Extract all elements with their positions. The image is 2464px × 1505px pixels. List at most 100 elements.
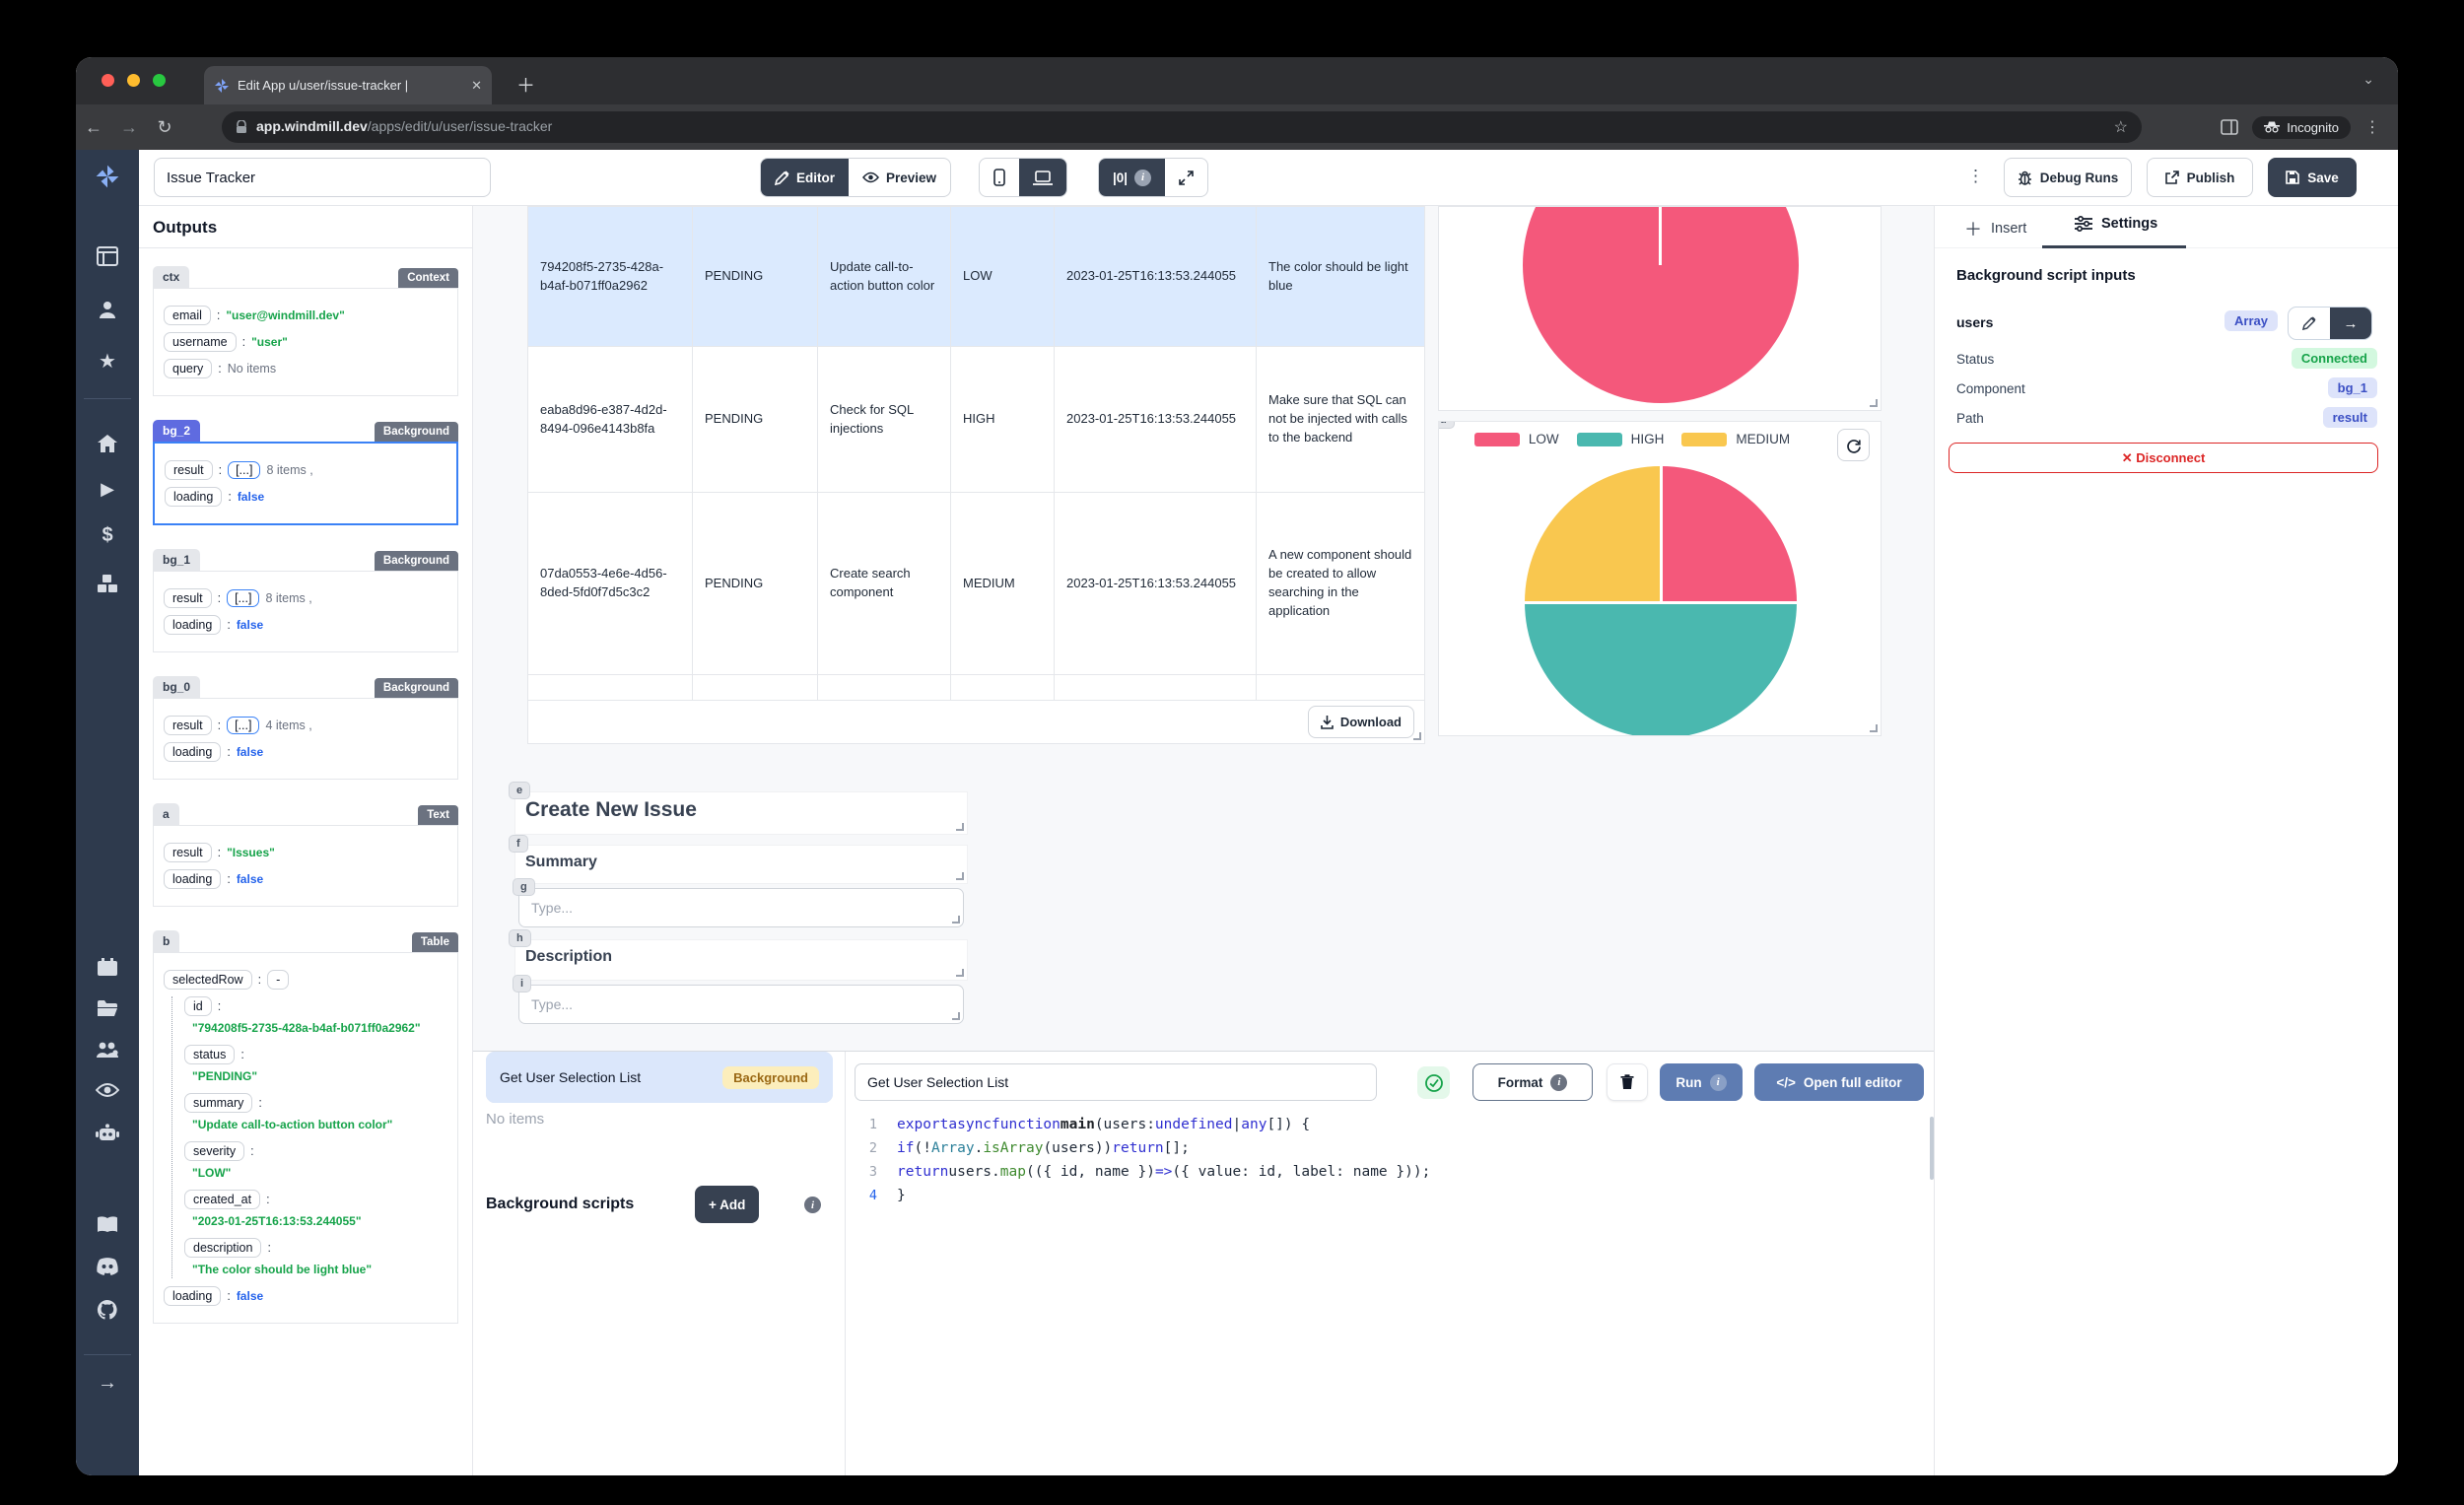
desktop-view-button[interactable] xyxy=(1019,159,1066,196)
component-badge[interactable]: bg_1 xyxy=(2327,377,2377,398)
back-icon[interactable]: ← xyxy=(85,116,103,137)
folders-icon[interactable] xyxy=(97,999,118,1017)
resize-handle[interactable] xyxy=(956,969,964,977)
table-row[interactable]: eaba8d96-e387-4d2d-8494-096e4143b8fa PEND… xyxy=(528,346,1424,492)
user-icon[interactable] xyxy=(98,300,117,319)
output-section-bg1[interactable]: bg_1 Background result: [...] 8 items , loa… xyxy=(153,545,458,652)
resize-handle[interactable] xyxy=(956,823,964,831)
resize-handle[interactable] xyxy=(1870,724,1878,732)
run-button[interactable]: Run i xyxy=(1660,1063,1743,1101)
minimize-window-button[interactable] xyxy=(127,74,140,87)
array-expander[interactable]: [...] xyxy=(227,717,260,734)
description-label: Description xyxy=(525,948,613,965)
tab-search-chevron-icon[interactable]: ⌄ xyxy=(2362,71,2374,87)
code-editor[interactable]: 1 export async function main (users: undef… xyxy=(848,1113,1926,1475)
groups-icon[interactable] xyxy=(96,1041,119,1059)
bookmark-star-icon[interactable]: ☆ xyxy=(2113,119,2128,136)
address-bar[interactable]: app.windmill.dev/apps/edit/u/user/issue-… xyxy=(222,111,2142,143)
forward-icon[interactable]: → xyxy=(120,116,138,137)
preview-tab[interactable]: Preview xyxy=(849,159,950,196)
output-section-b[interactable]: b Table selectedRow: - id: "794208f5-2735-… xyxy=(153,926,458,1324)
runs-play-icon[interactable]: ▶ xyxy=(101,479,114,499)
table-footer: Download xyxy=(528,700,1424,743)
connect-arrow-button[interactable]: → xyxy=(2330,308,2371,339)
workers-robot-icon[interactable] xyxy=(96,1124,119,1142)
heading-component[interactable]: e Create New Issue xyxy=(510,783,968,835)
browser-menu-icon[interactable]: ⋮ xyxy=(2364,119,2380,136)
component-label-f: f xyxy=(510,836,527,852)
script-name-input[interactable]: Get User Selection List xyxy=(855,1063,1377,1101)
output-section-bg2[interactable]: bg_2 Background result: [...] 8 items , loa… xyxy=(153,416,458,525)
github-icon[interactable] xyxy=(97,1299,118,1321)
save-button[interactable]: Save xyxy=(2268,158,2357,197)
schedules-icon[interactable] xyxy=(97,958,118,977)
script-row[interactable]: Get User Selection List Background xyxy=(486,1052,833,1103)
piechart-component-d[interactable]: d LOW HIGH MEDIUM xyxy=(1438,421,1882,736)
favorites-star-icon[interactable]: ★ xyxy=(99,351,116,373)
disconnect-button[interactable]: ✕ Disconnect xyxy=(1949,443,2378,473)
browser-tab[interactable]: Edit App u/user/issue-tracker | ✕ xyxy=(204,66,492,104)
collapse-sidebar-arrow-icon[interactable]: → xyxy=(98,1372,117,1394)
zoom-window-button[interactable] xyxy=(153,74,166,87)
publish-button[interactable]: Publish xyxy=(2147,158,2253,197)
output-section-a[interactable]: a Text result: "Issues" loading: false xyxy=(153,799,458,907)
audit-eye-icon[interactable] xyxy=(96,1082,119,1098)
toolbar-menu-icon[interactable]: ⋮ xyxy=(1967,167,1984,185)
summary-input[interactable]: g Type... xyxy=(513,879,964,927)
table-component[interactable]: 794208f5-2735-428a-b4af-b071ff0a2962 PEND… xyxy=(527,206,1425,744)
section-chip[interactable]: bg_0 xyxy=(153,676,201,698)
resize-handle[interactable] xyxy=(956,872,964,880)
side-panel-icon[interactable] xyxy=(2221,119,2239,135)
new-tab-button[interactable]: ＋ xyxy=(516,76,536,97)
section-chip[interactable]: bg_1 xyxy=(153,549,201,571)
close-window-button[interactable] xyxy=(102,74,114,87)
format-button[interactable]: Format i xyxy=(1472,1063,1593,1101)
section-chip[interactable]: ctx xyxy=(153,266,190,288)
description-label-component[interactable]: h Description xyxy=(510,930,968,981)
path-badge[interactable]: result xyxy=(2322,407,2377,428)
output-section-bg0[interactable]: bg_0 Background result: [...] 4 items , loa… xyxy=(153,672,458,780)
app-name-input[interactable]: Issue Tracker xyxy=(154,158,491,197)
variables-dollar-icon[interactable]: $ xyxy=(102,524,113,546)
summary-label-component[interactable]: f Summary xyxy=(510,836,968,884)
fullscreen-button[interactable] xyxy=(1165,159,1207,196)
table-row[interactable]: 07da0553-4e6e-4d56-8ded-5fd0f7d5c3c2 PEND… xyxy=(528,492,1424,674)
apps-icon[interactable] xyxy=(97,246,118,266)
refresh-chart-button[interactable] xyxy=(1837,429,1870,461)
editor-tab[interactable]: Editor xyxy=(761,159,849,196)
schema-explorer-button[interactable]: |0| i xyxy=(1099,159,1166,196)
resize-handle[interactable] xyxy=(1870,399,1878,407)
tab-insert[interactable]: ＋ Insert xyxy=(1964,216,2026,241)
table-row[interactable]: 794208f5-2735-428a-b4af-b071ff0a2962 PEND… xyxy=(528,207,1424,346)
editor-scrollbar[interactable] xyxy=(1930,1117,1934,1180)
discord-icon[interactable] xyxy=(96,1258,119,1275)
windmill-logo-icon[interactable] xyxy=(95,164,120,189)
docs-book-icon[interactable] xyxy=(97,1216,118,1233)
resize-handle[interactable] xyxy=(1413,732,1421,740)
app-canvas[interactable]: 794208f5-2735-428a-b4af-b071ff0a2962 PEND… xyxy=(473,206,1934,1475)
download-button[interactable]: Download xyxy=(1307,706,1414,738)
array-expander[interactable]: [...] xyxy=(227,589,260,607)
resources-cubes-icon[interactable] xyxy=(97,574,118,593)
description-input[interactable]: i Type... xyxy=(513,976,964,1024)
debug-runs-button[interactable]: Debug Runs xyxy=(2004,158,2132,197)
mobile-view-button[interactable] xyxy=(980,159,1019,196)
section-chip[interactable]: a xyxy=(153,803,179,825)
open-full-editor-button[interactable]: </> Open full editor xyxy=(1754,1063,1924,1101)
piechart-component-top[interactable] xyxy=(1438,206,1882,411)
add-script-button[interactable]: + Add xyxy=(695,1186,760,1223)
home-icon[interactable] xyxy=(97,434,118,453)
array-expander[interactable]: [...] xyxy=(228,461,261,479)
tab-close-icon[interactable]: ✕ xyxy=(471,77,482,93)
delete-script-button[interactable] xyxy=(1607,1063,1648,1101)
download-icon xyxy=(1321,715,1334,729)
resize-handle[interactable] xyxy=(952,1012,960,1020)
section-chip[interactable]: b xyxy=(153,930,180,952)
edit-static-button[interactable] xyxy=(2289,308,2330,339)
info-icon[interactable]: i xyxy=(804,1197,821,1213)
tab-settings[interactable]: Settings xyxy=(2075,216,2157,232)
reload-icon[interactable]: ↻ xyxy=(157,116,172,137)
section-chip[interactable]: bg_2 xyxy=(153,420,201,442)
output-section-ctx[interactable]: ctx Context email: "user@windmill.dev" user… xyxy=(153,262,458,396)
resize-handle[interactable] xyxy=(952,916,960,924)
